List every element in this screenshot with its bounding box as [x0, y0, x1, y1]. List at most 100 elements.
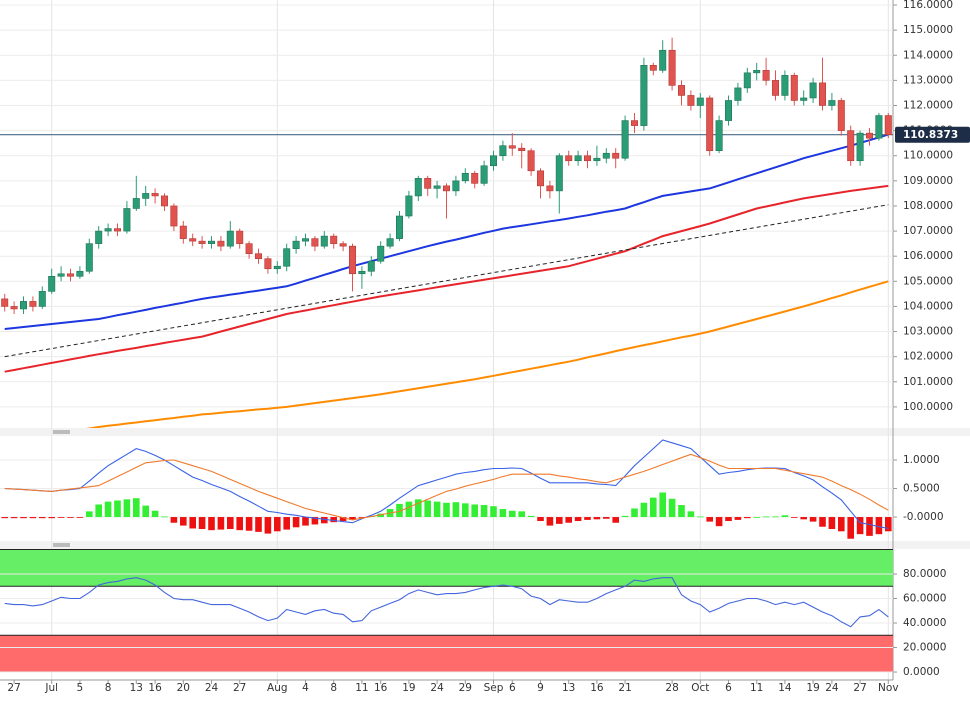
- candle-body: [828, 100, 836, 106]
- histogram-bar: [734, 517, 742, 520]
- histogram-bar: [1, 517, 8, 519]
- candle-body: [264, 258, 272, 270]
- x-tick-label: 16: [374, 682, 388, 694]
- y-tick-label: 109.0000: [903, 175, 953, 187]
- histogram-bar: [198, 517, 206, 530]
- candle-body: [161, 195, 169, 207]
- candle-body: [630, 120, 638, 126]
- candle-body: [781, 75, 789, 96]
- x-tick-label: Jul: [44, 682, 58, 694]
- histogram-bar: [133, 498, 140, 518]
- candle-body: [236, 230, 244, 244]
- histogram-bar: [885, 517, 892, 532]
- histogram-bar: [39, 517, 46, 519]
- moving-average: [4, 184, 889, 373]
- histogram-bar: [245, 517, 253, 531]
- candle-body: [114, 228, 122, 232]
- histogram-bar: [255, 517, 262, 532]
- x-tick-label: 8: [330, 682, 337, 694]
- x-tick-label: 8: [105, 682, 112, 694]
- histogram-bar: [189, 517, 196, 529]
- candle-body: [715, 120, 723, 152]
- candle-body: [461, 173, 469, 182]
- candle-body: [753, 70, 761, 74]
- rsi-line: [4, 577, 889, 628]
- histogram-bar: [706, 517, 713, 522]
- histogram-bar: [593, 517, 601, 520]
- histogram-bar: [396, 503, 403, 518]
- x-tick-label: 9: [537, 682, 544, 694]
- x-tick-label: 16: [148, 682, 162, 694]
- x-tick-label: Oct: [691, 682, 709, 694]
- histogram-bar: [753, 517, 760, 518]
- candle-body: [405, 195, 413, 217]
- y-tick-label: 60.0000: [903, 593, 946, 605]
- x-tick-label: 28: [665, 682, 678, 694]
- histogram-bar: [330, 517, 337, 523]
- histogram-bar: [471, 504, 478, 518]
- last-price-box: [895, 126, 970, 143]
- histogram-bar: [715, 517, 723, 527]
- histogram-bar: [838, 517, 845, 532]
- x-tick-label: Nov: [878, 682, 899, 694]
- histogram-bar: [227, 517, 234, 530]
- candle-body: [170, 205, 178, 227]
- histogram-bar: [744, 517, 751, 519]
- histogram-bar: [123, 499, 131, 518]
- histogram-bar: [480, 505, 488, 518]
- histogram-bar: [527, 515, 535, 518]
- histogram-bar: [264, 517, 272, 534]
- candle-body: [217, 240, 225, 247]
- drag-handle[interactable]: [53, 430, 70, 434]
- y-tick-label: 116.0000: [903, 0, 953, 11]
- histogram-bar: [114, 500, 121, 518]
- histogram-bar: [490, 506, 497, 518]
- histogram-bar: [311, 517, 319, 525]
- candle-body: [433, 185, 441, 189]
- histogram-bar: [518, 511, 525, 518]
- x-tick-label: 24: [205, 682, 219, 694]
- candle-body: [809, 82, 817, 99]
- histogram-bar: [104, 501, 112, 518]
- candle-body: [583, 155, 591, 162]
- x-tick-label: 27: [7, 682, 20, 694]
- histogram-bar: [86, 511, 93, 518]
- y-tick-label: 80.0000: [903, 568, 946, 580]
- histogram-bar: [349, 517, 356, 520]
- y-tick-label: -0.0000: [903, 511, 944, 523]
- y-tick-label: 115.0000: [903, 24, 953, 36]
- candle-body: [414, 178, 422, 197]
- candle-body: [255, 253, 263, 260]
- histogram-bar: [697, 516, 704, 518]
- last-price-label: 110.8373: [903, 129, 958, 141]
- candle-body: [771, 80, 779, 96]
- y-tick-label: 103.0000: [903, 326, 953, 338]
- histogram-bar: [809, 517, 817, 522]
- candle-body: [377, 245, 385, 262]
- y-tick-label: 110.0000: [903, 150, 953, 162]
- histogram-bar: [499, 509, 507, 518]
- x-tick-label: 29: [459, 682, 472, 694]
- histogram-bar: [29, 517, 37, 519]
- histogram-bar: [687, 511, 695, 518]
- candle-body: [48, 275, 56, 292]
- histogram-bar: [321, 517, 328, 524]
- x-tick-label: 27: [853, 682, 866, 694]
- histogram-bar: [76, 517, 84, 518]
- candle-body: [508, 145, 516, 149]
- histogram-bar: [668, 498, 676, 518]
- histogram-bar: [283, 517, 290, 530]
- histogram-bar: [358, 517, 366, 518]
- candle-body: [856, 132, 864, 162]
- candle-body: [602, 152, 610, 159]
- x-tick-label: 13: [562, 682, 575, 694]
- x-tick-label: 11: [355, 682, 368, 694]
- histogram-bar: [433, 501, 441, 518]
- histogram-bar: [443, 502, 450, 518]
- histogram-bar: [847, 517, 854, 539]
- drag-handle[interactable]: [53, 543, 70, 547]
- candle-body: [480, 165, 488, 184]
- x-tick-label: 11: [750, 682, 763, 694]
- candle-body: [104, 228, 112, 232]
- histogram-bar: [142, 505, 149, 518]
